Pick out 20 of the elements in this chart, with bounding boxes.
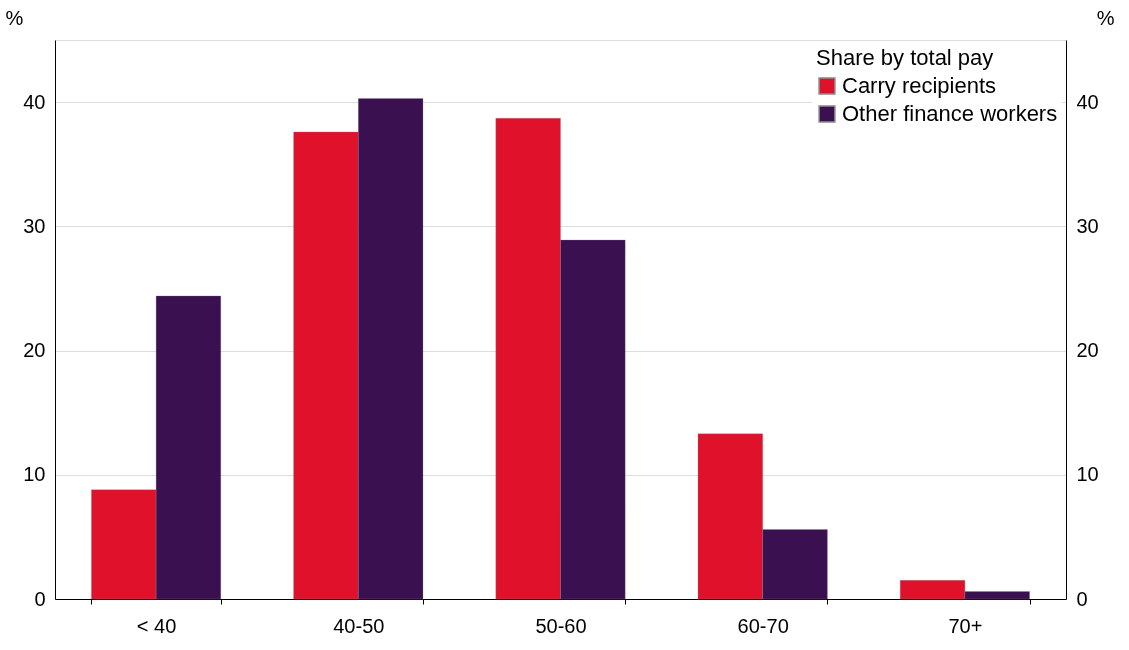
- legend-title: Share by total pay: [816, 45, 994, 70]
- x-tick-label: 40-50: [333, 614, 385, 637]
- y-tick-label: 20: [23, 339, 46, 362]
- y2-tick-label: 10: [1076, 463, 1099, 486]
- x-tick-label: 70+: [948, 614, 983, 637]
- y-tick-label: 0: [34, 587, 46, 610]
- x-tick-label: 60-70: [737, 614, 789, 637]
- y-tick-label: 30: [23, 214, 46, 237]
- x-tick-label: < 40: [136, 614, 177, 637]
- legend-label: Carry recipients: [842, 73, 997, 98]
- legend-label: Other finance workers: [842, 101, 1058, 126]
- y-tick-label: 40: [23, 90, 46, 113]
- y-tick-label: 10: [23, 463, 46, 486]
- y-axis-title: %: [5, 6, 24, 29]
- y2-tick-label: 40: [1076, 90, 1099, 113]
- y2-tick-label: 0: [1076, 587, 1088, 610]
- y2-axis-title: %: [1096, 6, 1115, 29]
- x-tick-label: 50-60: [535, 614, 587, 637]
- y2-tick-label: 20: [1076, 339, 1099, 362]
- y2-tick-label: 30: [1076, 214, 1099, 237]
